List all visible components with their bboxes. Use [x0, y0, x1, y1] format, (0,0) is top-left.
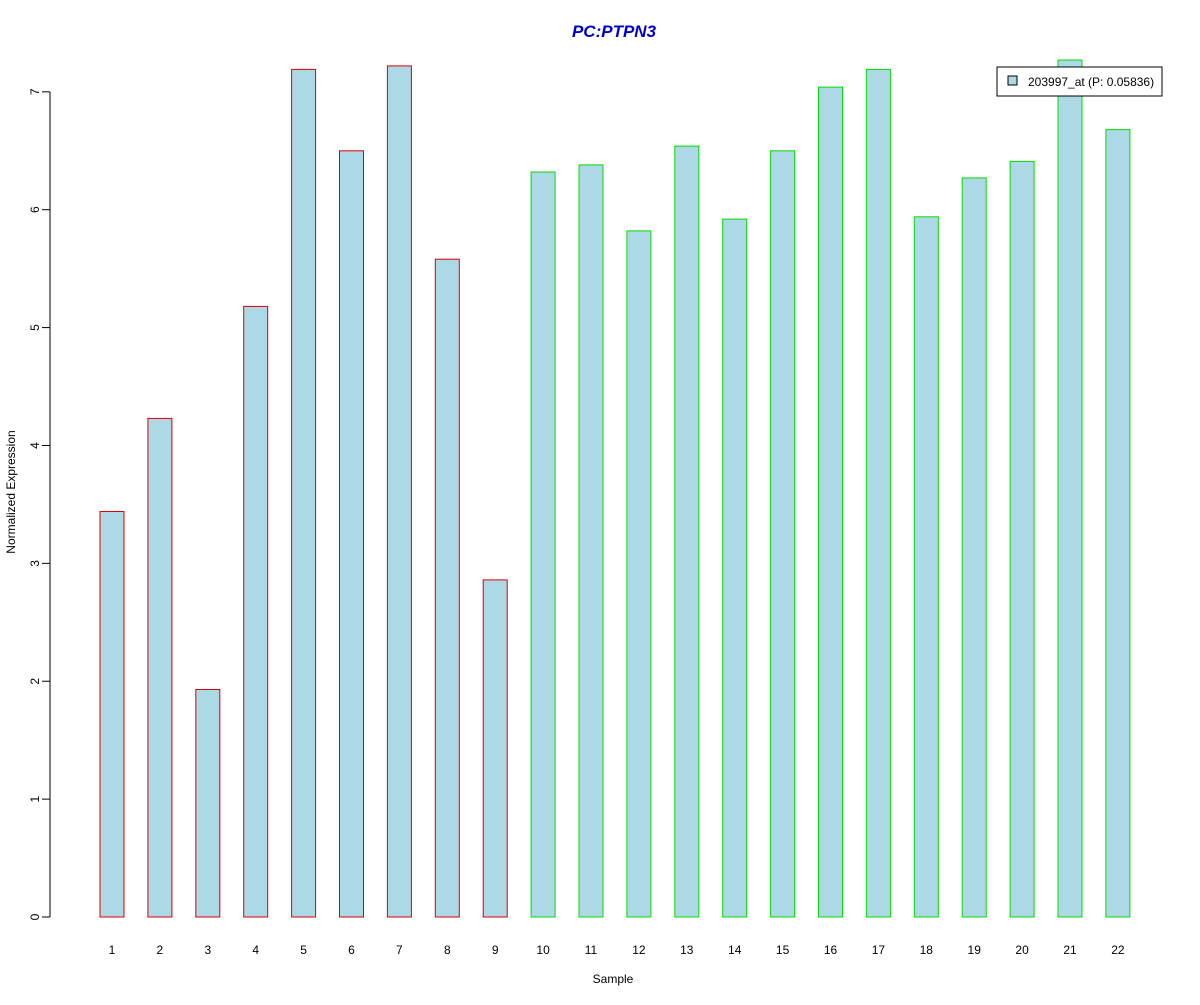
x-tick-label: 15	[776, 943, 790, 957]
x-tick-label: 12	[632, 943, 646, 957]
bar-sample-12	[626, 230, 652, 918]
x-tick-label: 1	[109, 943, 116, 957]
y-tick-label: 7	[28, 88, 42, 95]
y-tick-label: 4	[28, 442, 42, 449]
x-tick-label: 8	[444, 943, 451, 957]
bar-sample-10	[530, 171, 556, 918]
legend-label: 203997_at (P: 0.05836)	[1028, 75, 1154, 89]
bar-sample-6	[339, 150, 364, 918]
bar-sample-17	[865, 68, 891, 918]
bar-sample-13	[674, 145, 700, 918]
x-tick-label: 13	[680, 943, 694, 957]
legend-box	[996, 66, 1163, 97]
bar-sample-4	[243, 305, 269, 918]
bar-sample-20	[1009, 160, 1035, 918]
y-tick-label: 1	[28, 795, 42, 802]
y-tick-label: 5	[28, 324, 42, 331]
x-tick-label: 14	[728, 943, 742, 957]
legend-swatch	[1007, 75, 1018, 86]
x-tick-label: 22	[1111, 943, 1125, 957]
x-tick-label: 3	[204, 943, 211, 957]
x-tick-label: 2	[157, 943, 164, 957]
bar-sample-15	[770, 150, 796, 918]
bar-sample-2	[147, 417, 173, 918]
bar-sample-16	[818, 86, 843, 918]
y-tick-label: 3	[28, 560, 42, 567]
x-tick-label: 20	[1015, 943, 1029, 957]
bar-sample-1	[99, 511, 125, 918]
x-axis-label: Sample	[593, 972, 634, 986]
chart-title: PC:PTPN3	[572, 22, 657, 41]
bar-sample-14	[722, 218, 748, 918]
x-tick-label: 4	[252, 943, 259, 957]
x-tick-label: 5	[300, 943, 307, 957]
bar-sample-18	[913, 216, 939, 918]
bar-sample-21	[1057, 59, 1083, 918]
x-tick-labels: 1 2 3 4 5 6 7 8 9 10 11 12 13 14 15 16 17 18 19 20 21 22	[109, 943, 1125, 957]
x-tick-label: 7	[396, 943, 403, 957]
bar-sample-19	[961, 177, 987, 918]
bar-sample-8	[434, 258, 460, 918]
y-tick-label: 2	[28, 678, 42, 685]
y-tick-label: 6	[28, 206, 42, 213]
legend: 203997_at (P: 0.05836)	[996, 66, 1163, 97]
y-tick-label: 0	[28, 913, 42, 920]
x-tick-label: 16	[824, 943, 838, 957]
x-tick-label: 18	[920, 943, 934, 957]
bar-sample-22	[1105, 129, 1131, 918]
bar-sample-3	[195, 689, 221, 918]
x-tick-label: 19	[968, 943, 982, 957]
bar-sample-7	[386, 65, 412, 918]
x-tick-label: 6	[348, 943, 355, 957]
x-tick-label: 10	[536, 943, 550, 957]
y-axis-label: Normalized Expression	[4, 430, 18, 553]
x-tick-label: 11	[585, 943, 598, 957]
bar-sample-11	[578, 164, 604, 918]
x-tick-label: 17	[872, 943, 886, 957]
x-tick-label: 21	[1063, 943, 1077, 957]
bar-sample-5	[291, 68, 317, 918]
bars-group	[99, 59, 1131, 918]
x-tick-label: 9	[492, 943, 499, 957]
y-axis: 0 1 2 3 4 5 6 7	[28, 88, 51, 920]
bar-sample-9	[482, 579, 508, 918]
